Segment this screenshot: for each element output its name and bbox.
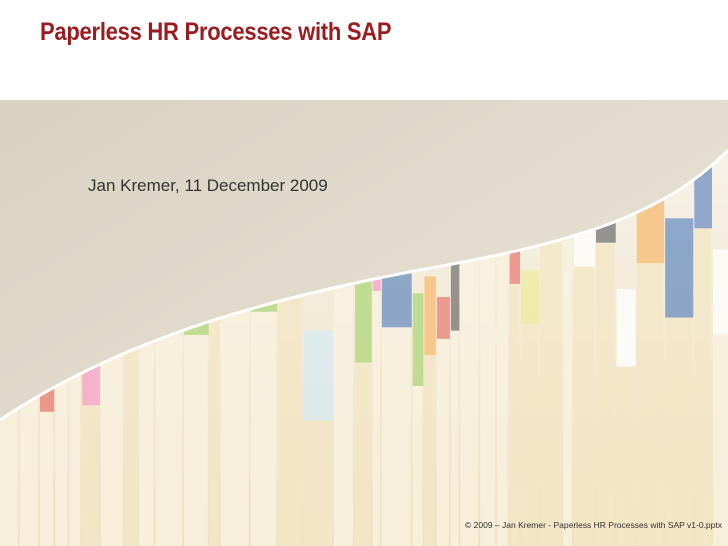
slide-title: Paperless HR Processes with SAP xyxy=(40,18,392,46)
folder-tab xyxy=(665,218,694,318)
folder-body xyxy=(712,334,728,546)
folder-tab xyxy=(521,270,540,325)
folder-body xyxy=(616,366,635,546)
folder-body xyxy=(209,242,219,546)
folder-tab xyxy=(450,242,460,331)
folder-tab xyxy=(509,224,521,284)
folder-body xyxy=(250,311,277,546)
folder-body xyxy=(155,312,183,546)
folder-body xyxy=(124,336,137,546)
folder-body xyxy=(540,238,562,546)
folder-tab xyxy=(616,289,636,367)
folder-tab xyxy=(436,297,450,339)
folder-body xyxy=(665,317,693,546)
folder-body xyxy=(372,291,380,546)
folder-body xyxy=(55,355,68,546)
folder-body xyxy=(355,362,371,546)
folder-tab xyxy=(355,280,372,363)
folder-body xyxy=(39,411,54,546)
slide-footer: © 2009 – Jan Kremer - Paperless HR Proce… xyxy=(465,520,722,530)
folder-body xyxy=(509,283,520,546)
folder-body xyxy=(220,292,249,546)
folder-body xyxy=(138,281,154,546)
folder-body xyxy=(303,420,332,546)
slide-subtitle: Jan Kremer, 11 December 2009 xyxy=(88,176,328,195)
folder-tab xyxy=(82,362,101,406)
folder-tab xyxy=(424,276,436,356)
folder-tab xyxy=(712,249,728,335)
folder-body xyxy=(333,216,354,546)
folder-body xyxy=(573,266,595,546)
folder-body xyxy=(436,338,449,546)
folder-body xyxy=(450,330,459,546)
folder-body xyxy=(381,327,411,546)
folder-body xyxy=(69,296,81,546)
folder-body xyxy=(424,355,435,546)
folder-body xyxy=(497,214,508,546)
folder-body xyxy=(82,405,100,546)
folder-body xyxy=(636,263,664,546)
folder-body xyxy=(563,187,572,546)
folder-body xyxy=(521,324,539,546)
folder-body xyxy=(184,334,208,546)
folder-body xyxy=(596,242,615,546)
folder-body xyxy=(460,203,479,546)
folder-tab xyxy=(412,293,424,386)
folder-body xyxy=(278,239,302,546)
folder-tab xyxy=(303,330,333,421)
folder-body xyxy=(480,234,496,546)
curve-edge xyxy=(0,148,728,422)
folder-body xyxy=(694,228,711,546)
folder-body xyxy=(412,385,423,546)
